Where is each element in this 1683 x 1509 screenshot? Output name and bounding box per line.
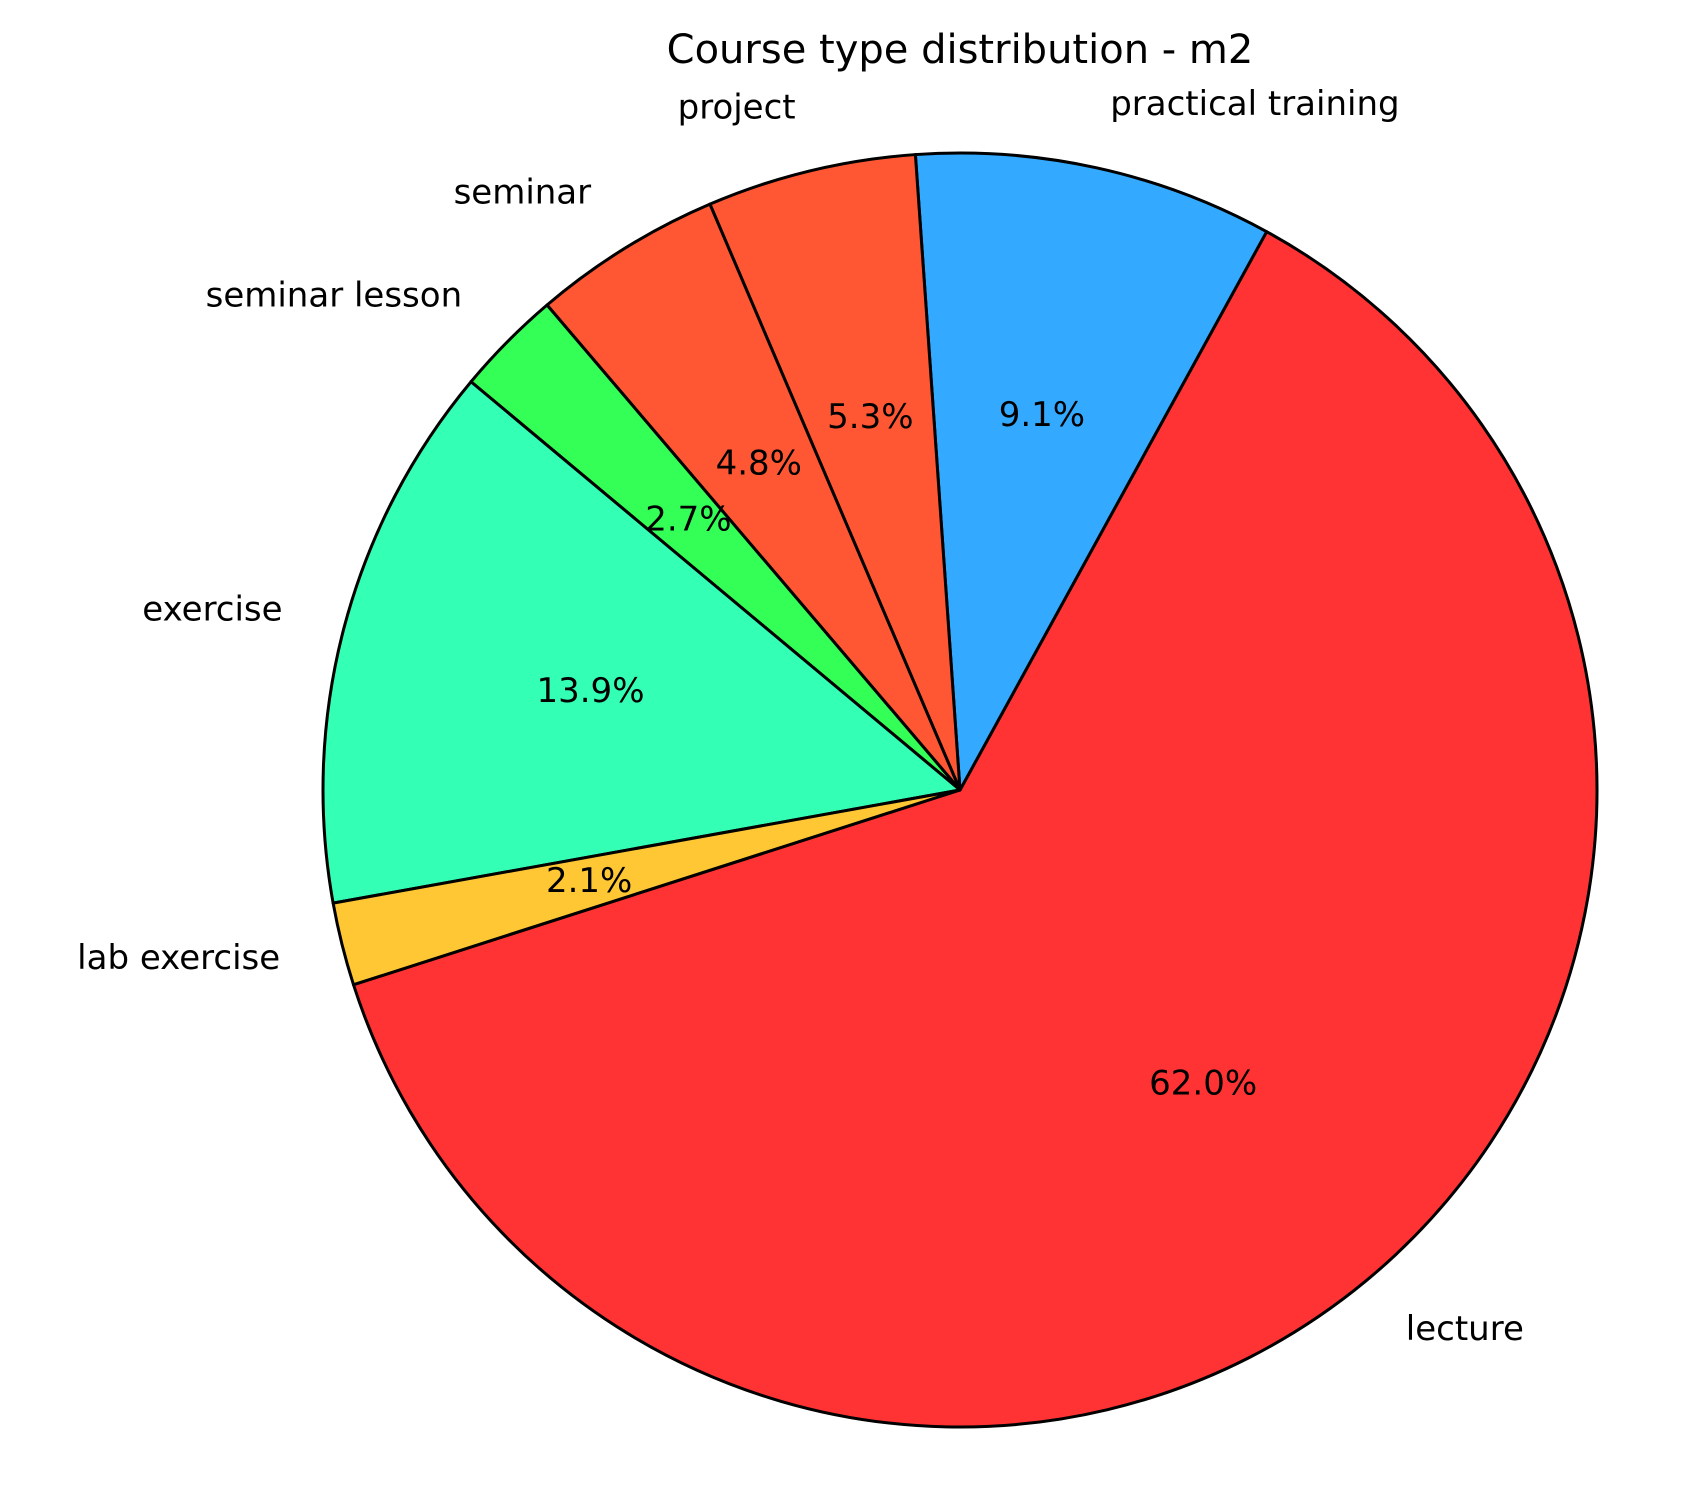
pie-slice xyxy=(708,153,962,792)
value-label: 9.1% xyxy=(999,395,1085,435)
slice-label: lecture xyxy=(1406,1309,1524,1349)
pie-slice xyxy=(351,230,1599,1429)
slice-label: project xyxy=(678,87,796,127)
pie-slice xyxy=(545,202,962,792)
slice-label: lab exercise xyxy=(77,938,280,978)
chart-title: Course type distribution - m2 xyxy=(667,27,1254,73)
value-label: 5.3% xyxy=(827,397,913,437)
value-label: 4.8% xyxy=(716,444,802,484)
value-label: 2.1% xyxy=(546,861,632,901)
pie-slice xyxy=(331,788,962,987)
pie-slice xyxy=(321,380,962,905)
slice-label: practical training xyxy=(1110,84,1399,124)
value-label: 62.0% xyxy=(1149,1063,1257,1103)
slice-label: exercise xyxy=(142,589,282,629)
value-label: 2.7% xyxy=(645,500,731,540)
slice-label: seminar xyxy=(454,173,592,213)
slice-label: seminar lesson xyxy=(206,275,463,315)
pie-slice xyxy=(913,151,1269,792)
value-label: 13.9% xyxy=(536,671,644,711)
